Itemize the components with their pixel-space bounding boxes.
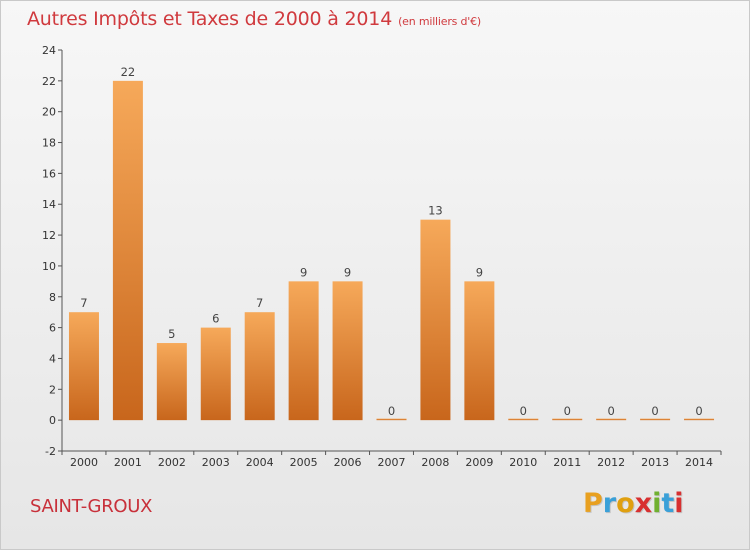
bar-2014 bbox=[684, 418, 715, 421]
data-label-2013: 0 bbox=[651, 404, 658, 418]
data-label-2006: 9 bbox=[344, 265, 351, 279]
chart-unit: (en milliers d'€) bbox=[398, 15, 481, 28]
data-labels: 7 22 5 6 7 9 9 0 13 9 0 0 0 0 0 bbox=[80, 65, 702, 418]
x-tick-label: 2009 bbox=[465, 456, 493, 469]
x-tick-label: 2000 bbox=[70, 456, 98, 469]
data-label-2005: 9 bbox=[300, 265, 307, 279]
y-tick-label: 2 bbox=[49, 383, 56, 396]
bar-2008 bbox=[420, 219, 451, 421]
bar-2006 bbox=[332, 281, 363, 421]
y-tick-label: 0 bbox=[49, 414, 56, 427]
proxiti-logo: Proxiti bbox=[583, 488, 684, 519]
commune-name: SAINT-GROUX bbox=[30, 496, 153, 517]
data-label-2001: 22 bbox=[121, 65, 136, 79]
x-tick-label: 2003 bbox=[202, 456, 230, 469]
data-label-2012: 0 bbox=[608, 404, 615, 418]
x-tick-label: 2012 bbox=[597, 456, 625, 469]
x-tick-label: 2004 bbox=[246, 456, 274, 469]
data-label-2014: 0 bbox=[695, 404, 702, 418]
y-tick-label: 12 bbox=[42, 229, 56, 242]
bar-2001 bbox=[112, 80, 143, 421]
data-label-2004: 7 bbox=[256, 296, 263, 310]
logo-letter: i bbox=[652, 488, 662, 519]
logo-letter: P bbox=[583, 488, 603, 519]
bar-2000 bbox=[68, 312, 99, 421]
bar-2012 bbox=[596, 418, 627, 421]
chart-title-text: Autres Impôts et Taxes de 2000 à 2014 bbox=[27, 8, 393, 30]
y-tick-label: 14 bbox=[42, 198, 56, 211]
y-tick-label: 4 bbox=[49, 352, 56, 365]
bar-2007 bbox=[376, 418, 407, 421]
data-label-2003: 6 bbox=[212, 312, 219, 326]
x-tick-label: 2002 bbox=[158, 456, 186, 469]
data-label-2000: 7 bbox=[80, 296, 87, 310]
y-tick-label: 10 bbox=[42, 260, 56, 273]
bar-2005 bbox=[288, 281, 319, 421]
data-label-2010: 0 bbox=[520, 404, 527, 418]
bar-2003 bbox=[200, 327, 231, 421]
bar-2010 bbox=[508, 418, 539, 421]
logo-letter: r bbox=[602, 488, 617, 519]
y-tick-label: 6 bbox=[49, 322, 56, 335]
logo-letter: t bbox=[661, 488, 675, 519]
bar-2013 bbox=[640, 418, 671, 421]
bar-2004 bbox=[244, 312, 275, 421]
x-tick-label: 2005 bbox=[290, 456, 318, 469]
y-tick-label: 8 bbox=[49, 291, 56, 304]
y-tick-label: 22 bbox=[42, 75, 56, 88]
bar-2009 bbox=[464, 281, 495, 421]
data-label-2009: 9 bbox=[476, 265, 483, 279]
y-tick-label: 24 bbox=[42, 44, 56, 57]
data-label-2007: 0 bbox=[388, 404, 395, 418]
data-label-2008: 13 bbox=[428, 204, 443, 218]
bar-2011 bbox=[552, 418, 583, 421]
x-tick-label: 2014 bbox=[685, 456, 713, 469]
x-tick-label: 2010 bbox=[509, 456, 537, 469]
x-tick-label: 2008 bbox=[421, 456, 449, 469]
y-tick-label: -2 bbox=[45, 445, 56, 458]
x-tick-label: 2006 bbox=[334, 456, 362, 469]
x-tick-label: 2011 bbox=[553, 456, 581, 469]
bars bbox=[68, 80, 715, 421]
logo-letter: x bbox=[634, 488, 653, 519]
y-tick-label: 20 bbox=[42, 106, 56, 119]
chart-title: Autres Impôts et Taxes de 2000 à 2014 (en… bbox=[27, 8, 481, 30]
data-label-2011: 0 bbox=[564, 404, 571, 418]
x-tick-label: 2007 bbox=[378, 456, 406, 469]
logo-letter: o bbox=[616, 488, 635, 519]
data-label-2002: 5 bbox=[168, 327, 175, 341]
y-tick-label: 16 bbox=[42, 167, 56, 180]
bar-2002 bbox=[156, 343, 187, 421]
y-tick-label: 18 bbox=[42, 137, 56, 150]
x-tick-label: 2013 bbox=[641, 456, 669, 469]
x-tick-label: 2001 bbox=[114, 456, 142, 469]
logo-letter: i bbox=[674, 488, 684, 519]
